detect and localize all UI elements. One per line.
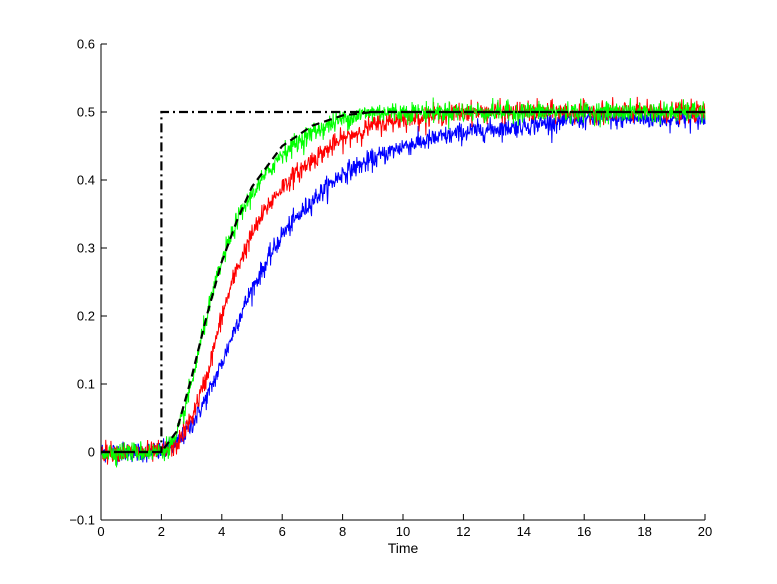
- x-tick-label: 16: [577, 524, 591, 539]
- x-tick-label: 12: [456, 524, 470, 539]
- x-tick-label: 14: [517, 524, 531, 539]
- y-tick-label: 0.6: [77, 37, 95, 52]
- y-tick-label: 0.3: [77, 241, 95, 256]
- y-tick-label: 0.4: [77, 173, 95, 188]
- x-tick-label: 18: [637, 524, 651, 539]
- x-tick-label: 4: [218, 524, 225, 539]
- axes-layer: 0 2 4 6 8 10 12 14 16 18 20−0.100.10.20.30.40.50.6: [69, 37, 712, 540]
- series-layer: [100, 96, 706, 468]
- y-tick-label: 0: [88, 445, 95, 460]
- plot-area: [101, 44, 705, 520]
- x-tick-label: 8: [339, 524, 346, 539]
- reference-response-line: [101, 110, 705, 454]
- x-tick-label: 0: [97, 524, 104, 539]
- y-tick-label: 0.5: [77, 105, 95, 120]
- x-tick-label: 10: [396, 524, 410, 539]
- y-tick-label: 0.2: [77, 309, 95, 324]
- x-tick-label: 6: [279, 524, 286, 539]
- y-tick-label: 0.1: [77, 377, 95, 392]
- reference-step-line: [101, 110, 705, 454]
- y-tick-label: −0.1: [69, 513, 95, 528]
- x-tick-label: 20: [698, 524, 712, 539]
- x-tick-label: 2: [158, 524, 165, 539]
- x-axis-label: Time: [388, 540, 419, 556]
